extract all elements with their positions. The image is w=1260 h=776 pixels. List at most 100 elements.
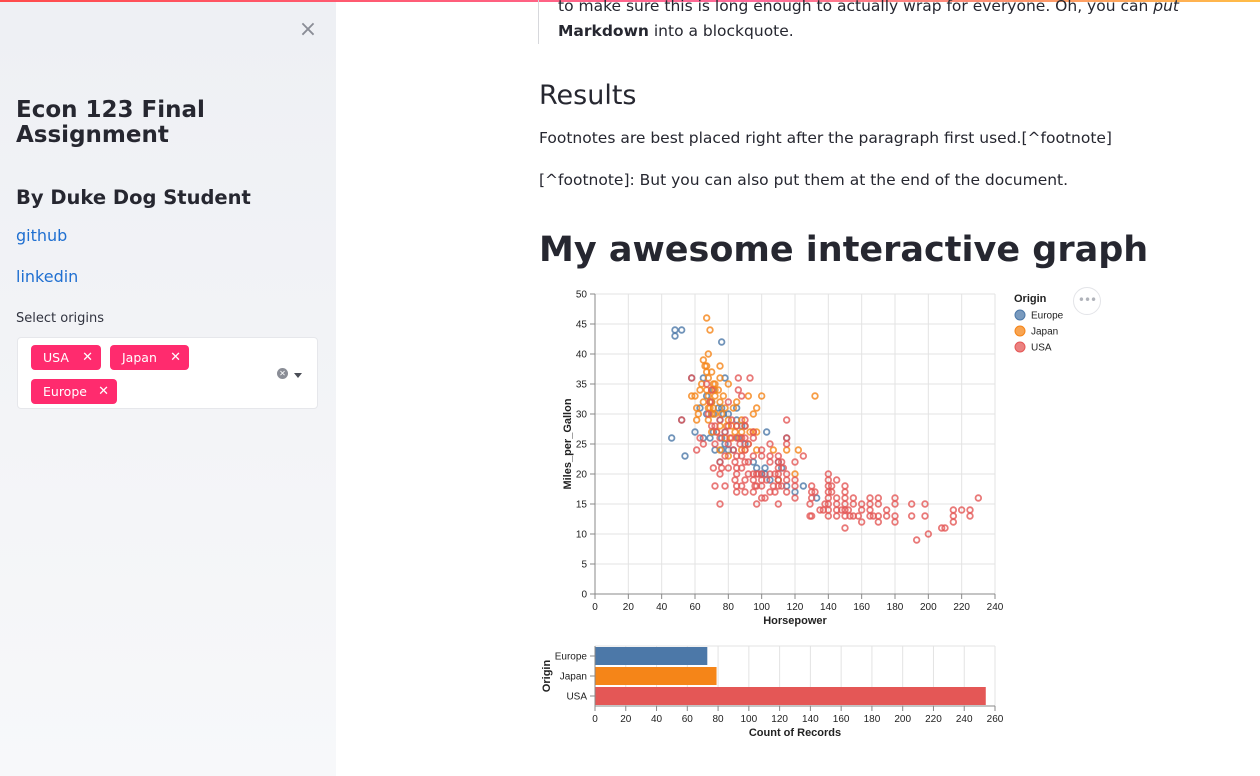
point-japan: [752, 404, 761, 412]
point-usa: [912, 536, 921, 544]
point-japan: [691, 392, 699, 400]
point-europe: [762, 428, 771, 436]
x-tick-label: 100: [741, 714, 758, 725]
point-usa: [832, 512, 841, 520]
point-usa: [737, 434, 746, 442]
x-tick-label: 120: [771, 714, 788, 725]
point-usa: [741, 476, 749, 484]
point-usa: [757, 494, 766, 502]
x-tick-label: 180: [887, 602, 904, 613]
point-usa: [724, 398, 733, 406]
point-japan: [721, 404, 729, 412]
x-tick-label: 140: [802, 714, 819, 725]
point-usa: [699, 440, 708, 448]
point-japan: [702, 314, 711, 322]
point-usa: [957, 506, 966, 514]
legend-label-japan: Japan: [1031, 327, 1058, 338]
point-japan: [749, 410, 758, 418]
point-usa: [724, 464, 733, 472]
blockquote-text-end: into a blockquote.: [648, 22, 794, 40]
y-tick-label: 0: [581, 590, 587, 601]
legend-title: Origin: [1014, 293, 1047, 305]
point-usa: [966, 512, 974, 520]
tag-usa: USA ✕: [31, 345, 101, 370]
point-usa: [811, 488, 819, 496]
x-tick-label: 20: [623, 602, 635, 613]
point-japan: [694, 410, 703, 418]
point-europe: [717, 338, 726, 346]
y-tick-label: 15: [576, 500, 588, 511]
point-japan: [729, 404, 738, 412]
point-usa: [732, 488, 741, 496]
x-tick-label: 160: [833, 714, 850, 725]
point-usa: [821, 500, 829, 508]
point-usa: [846, 512, 854, 520]
top-accent-bar: [0, 0, 1260, 2]
origins-multiselect[interactable]: USA ✕ Japan ✕ Europe ✕ ✕: [17, 337, 318, 409]
point-usa: [882, 512, 891, 520]
footnote-paragraph: Footnotes are best placed right after th…: [539, 129, 1112, 147]
point-usa: [791, 494, 799, 502]
point-usa: [777, 482, 786, 490]
point-japan: [724, 452, 733, 460]
y-tick-label: 25: [576, 440, 588, 451]
point-europe: [671, 326, 679, 334]
point-japan: [704, 416, 713, 424]
point-usa: [824, 470, 833, 478]
legend-symbol-usa: [1014, 341, 1026, 353]
point-usa: [907, 512, 916, 520]
point-usa: [716, 416, 724, 424]
results-heading: Results: [539, 80, 637, 111]
y-tick-label: 30: [576, 410, 588, 421]
x-tick-label: 260: [987, 714, 1004, 725]
point-usa: [866, 494, 874, 502]
point-usa: [737, 392, 746, 400]
scatter-chart[interactable]: 0 20 40 60 80 100 120 140 160 180 200 220 240 0 5 10 15 2…: [540, 285, 1080, 630]
chart-actions-menu[interactable]: •••: [1073, 287, 1101, 315]
tag-europe: Europe ✕: [31, 379, 117, 404]
remove-europe-icon[interactable]: ✕: [98, 384, 109, 399]
github-link[interactable]: github: [16, 226, 68, 245]
point-japan: [732, 398, 741, 406]
point-usa: [791, 476, 799, 484]
bar-japan: [595, 667, 717, 685]
linkedin-link[interactable]: linkedin: [16, 267, 79, 286]
bar-chart[interactable]: Europe Japan USA 0 20 40 60 80 100 120 140 160 180 20…: [530, 640, 1004, 750]
point-usa: [882, 506, 891, 514]
legend-label-usa: USA: [1031, 343, 1052, 354]
chevron-down-icon[interactable]: [294, 373, 302, 378]
point-usa: [726, 434, 734, 442]
point-usa: [832, 476, 841, 484]
remove-japan-icon[interactable]: ✕: [170, 350, 181, 365]
tag-label: USA: [43, 350, 69, 365]
point-usa: [799, 452, 808, 460]
x-tick-label: 180: [864, 714, 881, 725]
point-japan: [716, 374, 724, 382]
y-tick-label: 5: [581, 560, 587, 571]
point-japan: [714, 386, 723, 394]
close-sidebar-button[interactable]: ×: [298, 17, 318, 42]
tag-label: Europe: [43, 384, 87, 399]
remove-usa-icon[interactable]: ✕: [82, 350, 93, 365]
point-japan: [716, 446, 724, 454]
legend-label-europe: Europe: [1031, 311, 1064, 322]
point-usa: [741, 446, 749, 454]
x-tick-label: 200: [920, 602, 937, 613]
blockquote-emphasis: put: [1153, 0, 1179, 15]
point-usa: [779, 464, 788, 472]
point-usa: [816, 506, 824, 514]
point-usa: [749, 434, 758, 442]
point-usa: [692, 446, 701, 454]
x-tick-label: 140: [820, 602, 837, 613]
point-usa: [749, 452, 758, 460]
point-usa: [949, 506, 958, 514]
clear-all-icon[interactable]: ✕: [277, 368, 288, 379]
point-usa: [696, 434, 704, 442]
point-usa: [706, 398, 714, 406]
point-usa: [707, 386, 716, 394]
point-usa: [702, 380, 711, 388]
y-tick-label: 50: [576, 290, 588, 301]
x-tick-label: 60: [689, 602, 701, 613]
point-usa: [731, 458, 739, 466]
point-usa: [741, 416, 749, 424]
